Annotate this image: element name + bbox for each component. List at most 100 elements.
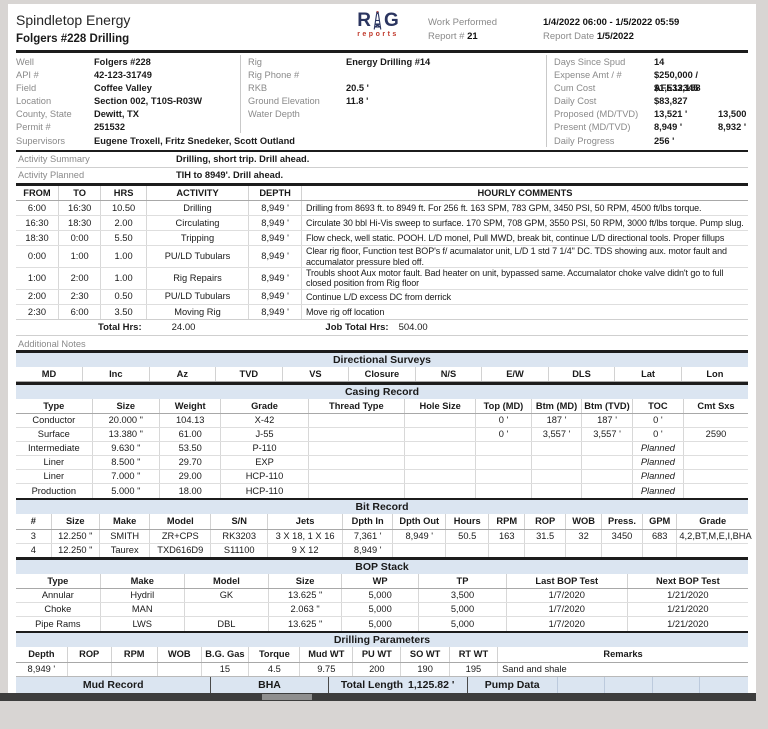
column-header: Torque	[248, 647, 301, 663]
cell: 683	[642, 529, 678, 544]
directional-surveys-table: MD Inc Az TVD VS Closure N/S E/W DLS Lat Lon	[16, 366, 748, 383]
cell-comments: Circulate 30 bbl Hi-Vis sweep to surface…	[301, 215, 748, 232]
hourly-row: 0:00 1:00 1.00 PU/LD Tubulars 8,949 ' Cl…	[16, 245, 748, 268]
cell: Annular	[16, 588, 101, 604]
cell: Planned	[632, 483, 685, 498]
cell: TXD616D9	[149, 543, 212, 558]
report-num: 21	[467, 31, 478, 42]
casing-row: Production 5.000 " 18.00 HCP-110 Planned	[16, 483, 748, 498]
cell: 13.625 "	[268, 588, 343, 604]
column-header: Make	[99, 514, 151, 530]
cell	[642, 543, 678, 558]
hourly-activity-table: FROM TO HRS ACTIVITY DEPTH HOURLY COMMEN…	[16, 185, 748, 320]
cell: Liner	[16, 469, 93, 485]
column-header: TP	[418, 573, 507, 590]
column-header: B.G. Gas	[201, 647, 250, 663]
casing-record-section: Casing Record Type Size Weight Grade Thread …	[16, 384, 748, 498]
cell-comments: Clear rig floor, Function test BOP's f/ …	[301, 245, 748, 268]
cell: 5,000	[341, 616, 420, 631]
column-header: WP	[341, 573, 420, 590]
cell	[404, 441, 477, 457]
bit-record-section: Bit Record # Size Make Model S/N Jets Dpth In D…	[16, 500, 752, 558]
cell-depth: 8,949 '	[248, 245, 302, 268]
info-field: Daily Progress 256 '	[554, 135, 675, 146]
column-header: GPM	[642, 514, 678, 530]
cell	[601, 543, 643, 558]
cell	[404, 483, 477, 498]
cell: 8,949 '	[342, 543, 394, 558]
info-field: Rig Phone #	[248, 69, 300, 80]
divider	[16, 557, 748, 560]
casing-row: Liner 8.500 " 29.70 EXP Planned	[16, 455, 748, 471]
cell-from: 6:00	[16, 200, 59, 217]
info-field: Expense Amt / # $250,000 / AFE12345	[554, 69, 699, 93]
scrollbar-thumb[interactable]	[262, 694, 312, 701]
cell	[308, 441, 406, 457]
column-header: Hours	[445, 514, 490, 530]
cell: 5,000	[341, 588, 420, 604]
cell	[404, 413, 477, 429]
hourly-row: 2:00 2:30 0.50 PU/LD Tubulars 8,949 ' Co…	[16, 289, 748, 305]
cell	[308, 469, 406, 485]
total-hrs-label: Total Hrs:	[98, 321, 142, 333]
cell	[683, 469, 748, 485]
divider	[240, 54, 241, 133]
activity-summary-value: Drilling, short trip. Drill ahead.	[176, 154, 310, 165]
cell: HCP-110	[220, 469, 309, 485]
info-field: Proposed (MD/TVD) 13,521 ' 13,500 '	[554, 109, 747, 133]
bit-row: 3 12.250 " SMITH ZR+CPS RK3203 3 X 18, 1 X …	[16, 529, 752, 544]
header-row: Type Size Weight Grade Thread Type Hole Size T…	[16, 398, 748, 415]
bit-row: 4 12.250 " Taurex TXD616D9 S11100 9 X 12 8,…	[16, 543, 748, 558]
cell	[404, 469, 477, 485]
bop-row: Choke MAN 2.063 " 5,000 5,000 1/7/2020 1/21…	[16, 602, 748, 618]
column-header-depth: DEPTH	[248, 185, 302, 202]
column-header: Mud WT	[299, 647, 354, 663]
horizontal-scrollbar[interactable]	[0, 693, 756, 702]
cell: 8,949 '	[392, 529, 447, 544]
cell-from: 2:30	[16, 304, 59, 320]
cell: 7.000 "	[92, 469, 160, 485]
info-field: Water Depth	[248, 109, 300, 120]
column-header: Press.	[601, 514, 643, 530]
cell-from: 0:00	[16, 245, 59, 268]
section-title: BOP Stack	[16, 559, 748, 574]
cell: 3,557 '	[581, 427, 633, 443]
divider	[16, 630, 748, 634]
cell-activity: Tripping	[146, 230, 250, 247]
casing-row: Conductor 20.000 " 104.13 X-42 0 ' 187 ' 18…	[16, 413, 748, 429]
cell-hrs: 2.00	[100, 215, 147, 232]
well-info: Well Folgers #228 API #42-123-31749 Field Co…	[16, 53, 748, 150]
cell: Choke	[16, 602, 101, 618]
drilling-report-page: Spindletop Energy Folgers #228 Drilling …	[8, 4, 756, 694]
cell: P-110	[220, 441, 309, 457]
column-header-comments: HOURLY COMMENTS	[301, 185, 748, 202]
column-header: Grade	[676, 514, 748, 530]
cell: Sand and shale	[502, 664, 567, 675]
cell	[475, 455, 532, 471]
cell: Surface	[16, 427, 93, 443]
cell	[684, 484, 748, 498]
cell	[67, 662, 112, 677]
casing-row: Surface 13.380 " 61.00 J-55 0 ' 3,557 ' 3,5…	[16, 427, 748, 443]
cell: 3 X 18, 1 X 16	[267, 529, 343, 544]
cell	[157, 662, 202, 677]
cell: 187 '	[581, 413, 633, 429]
empty-cell	[558, 677, 606, 694]
cell	[531, 455, 583, 471]
cell: 2.063 "	[268, 602, 343, 618]
column-header: TVD	[215, 366, 283, 383]
cell	[308, 413, 406, 429]
column-header-hrs: HRS	[100, 185, 147, 202]
cell: 15	[201, 662, 250, 677]
empty-cell	[700, 677, 748, 693]
cell-comments: Move rig off location	[305, 306, 385, 317]
cell-depth: 8,949 '	[248, 289, 302, 305]
cell: DBL	[184, 616, 270, 631]
cell: S11100	[210, 543, 269, 558]
cell: 4,2,BT,M,E,I,BHA	[676, 529, 752, 544]
divider	[16, 335, 748, 337]
cell: 9 X 12	[267, 543, 343, 558]
total-length-value: 1,125.82 '	[408, 679, 455, 692]
cell: MAN	[100, 602, 185, 618]
section-title: Directional Surveys	[16, 352, 748, 367]
